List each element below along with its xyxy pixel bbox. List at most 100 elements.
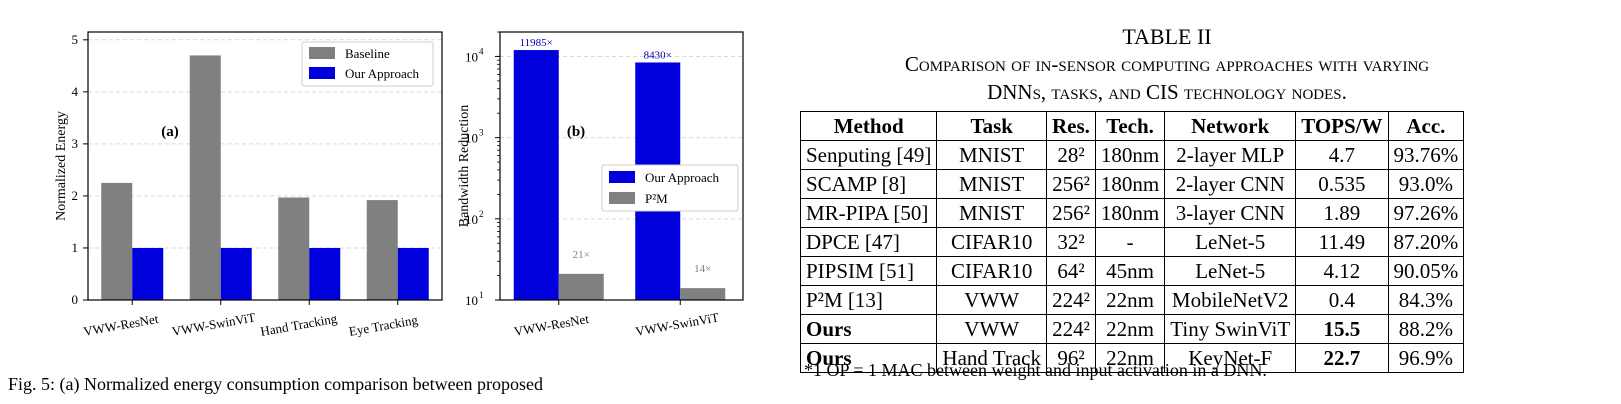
bar [132,247,164,300]
bar [366,200,398,300]
cell-network: LeNet-5 [1164,256,1297,286]
x-tick-label: VWW-SwinViT [171,310,257,339]
cell-method: Senputing [49] [799,140,938,170]
energy-y-axis-label: Normalized Energy [54,111,69,221]
table-row: MR-PIPA [50] MNIST 256² 180nm 3-layer CN… [799,198,1465,228]
cell-res: 32² [1046,227,1096,257]
bandwidth-legend-label-ours: Our Approach [645,170,720,185]
header-tech: Tech. [1094,111,1166,141]
energy-panel-label: (a) [161,124,179,140]
y-tick-label: 10 [465,131,478,146]
table-row: SCAMP [8] MNIST 256² 180nm 2-layer CNN 0… [799,169,1465,199]
y-tick-label: 1 [72,240,79,255]
header-acc: Acc. [1387,111,1465,141]
cell-tech: 180nm [1094,169,1166,199]
cell-method: DPCE [47] [799,227,938,257]
table-row: DPCE [47] CIFAR10 32² - LeNet-5 11.49 87… [799,227,1465,257]
cell-res: 224² [1046,314,1096,344]
cell-tech: 180nm [1094,140,1166,170]
cell-network: LeNet-5 [1164,227,1297,257]
cell-task: MNIST [936,140,1047,170]
bandwidth-legend-label-p2m: P²M [645,191,668,206]
cell-task: CIFAR10 [936,256,1047,286]
cell-res: 64² [1046,256,1096,286]
cell-network: Tiny SwinViT [1164,314,1297,344]
cell-network: 2-layer CNN [1164,169,1297,199]
y-tick-exponent: 4 [479,46,484,56]
energy-legend-label-baseline: Baseline [345,46,390,61]
cell-tech: 180nm [1094,198,1166,228]
table-row: PIPSIM [51] CIFAR10 64² 45nm LeNet-5 4.1… [799,256,1465,286]
energy-legend-label-ours: Our Approach [345,66,420,81]
bandwidth-legend: Our Approach P²M [601,164,739,212]
cell-task: VWW [936,285,1047,315]
cell-res: 28² [1046,140,1096,170]
cell-method: MR-PIPA [50] [799,198,938,228]
bar [397,247,429,300]
cell-method: PIPSIM [51] [799,256,938,286]
cell-task: MNIST [936,169,1047,199]
cell-res: 224² [1046,285,1096,315]
cell-tech: 45nm [1094,256,1166,286]
cell-network: 2-layer MLP [1164,140,1297,170]
cell-res: 256² [1046,198,1096,228]
cell-task: VWW [936,314,1047,344]
y-tick-label: 3 [72,136,79,151]
y-tick-label: 10 [465,212,478,227]
bar [220,247,252,300]
cell-acc: 97.26% [1387,198,1465,228]
header-method: Method [799,111,938,141]
cell-method: Ours [799,314,938,344]
cell-acc: 84.3% [1387,285,1465,315]
table-row: Senputing [49] MNIST 28² 180nm 2-layer M… [799,140,1465,170]
y-tick-label: 4 [72,84,79,99]
cell-acc: 88.2% [1387,314,1465,344]
header-task: Task [936,111,1047,141]
y-tick-label: 10 [465,293,478,308]
cell-tech: 22nm [1094,314,1166,344]
bar [680,288,726,300]
table-row: P²M [13] VWW 224² 22nm MobileNetV2 0.4 8… [799,285,1465,315]
cell-tops: 4.7 [1295,140,1389,170]
energy-legend: Baseline Our Approach [301,41,434,87]
bandwidth-plot-frame [499,31,744,301]
bar [278,197,310,300]
bandwidth-bar-labels: 11985× 21× 8430× 14× [520,37,712,275]
cell-tops: 0.535 [1295,169,1389,199]
bandwidth-x-ticks: VWW-ResNet VWW-SwinViT [513,300,720,339]
bandwidth-legend-swatch-ours [609,171,635,183]
cell-network: MobileNetV2 [1164,285,1297,315]
table-row: Ours VWW 224² 22nm Tiny SwinViT 15.5 88.… [799,314,1465,344]
cell-acc: 96.9% [1387,343,1465,373]
bandwidth-y-axis-label: Bandwidth Reduction [457,105,472,228]
table-row: Ours Hand Track 96² 22nm KeyNet-F 22.7 9… [799,343,1465,373]
bandwidth-gridlines [500,55,743,220]
bandwidth-panel-label: (b) [567,124,585,140]
y-tick-label: 0 [72,292,79,307]
cell-tops: 4.12 [1295,256,1389,286]
header-res: Res. [1046,111,1096,141]
data-label: 21× [573,249,590,261]
x-tick-label: VWW-ResNet [82,311,160,339]
cell-tech: 22nm [1094,285,1166,315]
data-label: 14× [694,263,711,275]
cell-res: 256² [1046,169,1096,199]
table-title: TABLE II [1122,24,1212,49]
table-subtitle-line-1: Comparison of in-sensor computing approa… [904,52,1430,76]
cell-task: CIFAR10 [936,227,1047,257]
cell-tops: 0.4 [1295,285,1389,315]
energy-chart: 0 1 2 3 4 5 VWW-ResNet VWW-SwinViT Hand Trackin… [54,31,443,339]
y-tick-label: 2 [72,188,79,203]
bar [309,247,341,300]
energy-x-ticks: VWW-ResNet VWW-SwinViT Hand Tracking Eye Tr… [82,300,419,339]
cell-tops: 11.49 [1295,227,1389,257]
cell-tops: 1.89 [1295,198,1389,228]
cell-method: P²M [13] [799,285,938,315]
cell-method: Ours [799,343,938,373]
data-label: 11985× [520,37,553,49]
cell-tech: 22nm [1094,343,1166,373]
bar [558,273,604,300]
bar [189,55,221,300]
bar [101,182,133,300]
